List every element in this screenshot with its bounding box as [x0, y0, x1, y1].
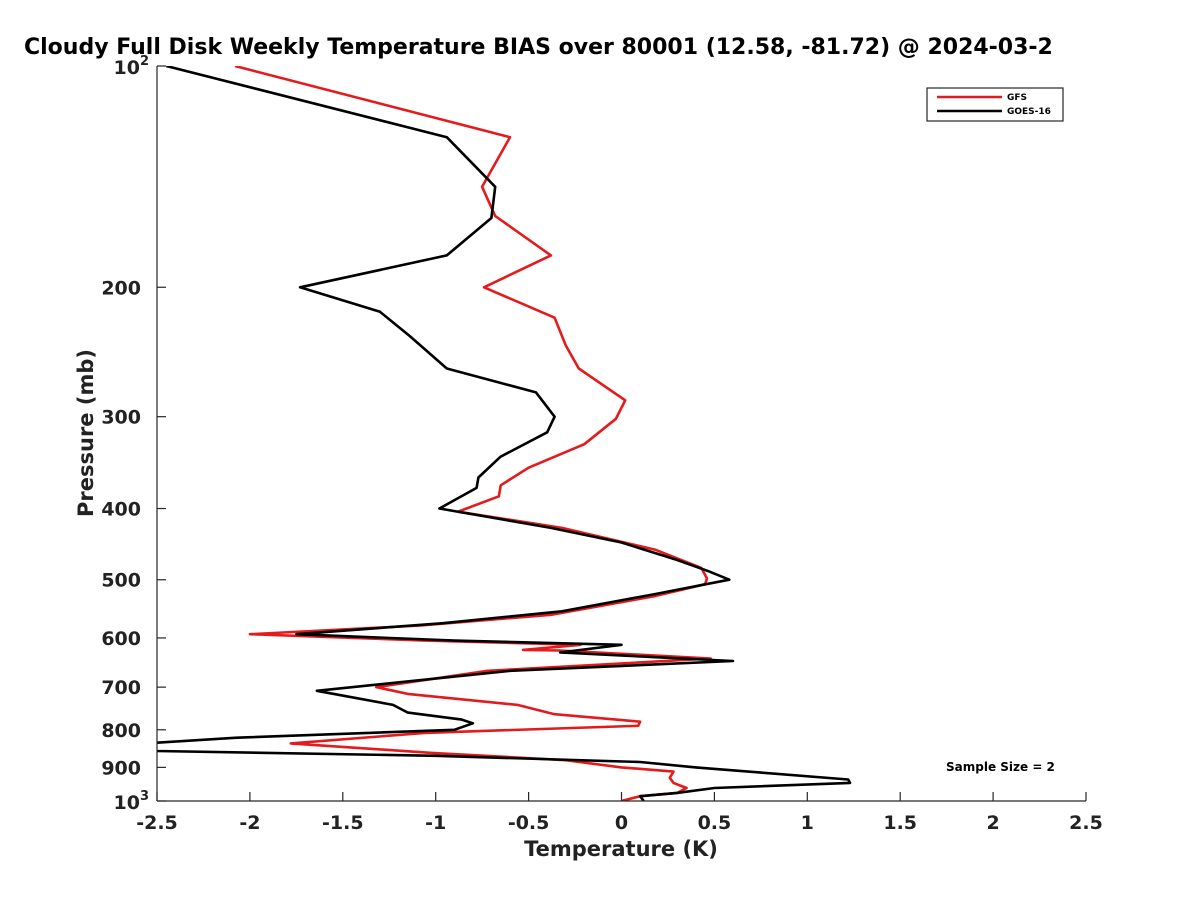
sample-size-annotation: Sample Size = 2	[946, 760, 1055, 774]
y-tick-label: 800	[101, 720, 141, 742]
x-tick-label: 1.5	[883, 812, 917, 834]
y-axis-label: Pressure (mb)	[74, 349, 98, 517]
x-tick-label: 0	[615, 812, 628, 834]
y-tick-label: 400	[101, 499, 141, 521]
x-tick-label: 0.5	[698, 812, 732, 834]
x-tick-label: -2.5	[136, 812, 178, 834]
x-tick-label: 2.5	[1069, 812, 1103, 834]
x-ticks: -2.5 -2 -1.5 -1 -0.5 0 0.5 1 1.5 2 2.5	[136, 792, 1103, 834]
y-tick-label: 600	[101, 628, 141, 650]
x-tick-label: -2	[239, 812, 260, 834]
x-tick-label: -0.5	[508, 812, 550, 834]
y-tick-label: 900	[101, 757, 141, 779]
series-line-gfs	[234, 66, 713, 801]
x-tick-label: 1	[801, 812, 814, 834]
x-tick-label: -1.5	[322, 812, 364, 834]
chart-title: Cloudy Full Disk Weekly Temperature BIAS…	[24, 35, 1053, 60]
legend-box	[926, 87, 1064, 122]
axes	[156, 66, 1086, 802]
legend-label: GOES-16	[1007, 107, 1051, 117]
x-axis-label: Temperature (K)	[524, 837, 718, 861]
x-tick-label: 2	[986, 812, 999, 834]
legend: GFS GOES-16	[926, 87, 1064, 122]
y-tick-label: 300	[101, 407, 141, 429]
y-ticks: 102 200 300 400 500 600 700 800 900 103	[101, 54, 166, 814]
legend-label: GFS	[1007, 93, 1027, 103]
y-tick-label: 500	[101, 570, 141, 592]
y-tick-label: 200	[101, 277, 141, 299]
x-tick-label: -1	[425, 812, 446, 834]
series-line-goes-16	[157, 66, 852, 801]
series-layer	[157, 66, 852, 801]
y-tick-label: 102	[114, 54, 150, 79]
y-tick-label: 700	[101, 677, 141, 699]
y-tick-label: 103	[114, 789, 150, 814]
